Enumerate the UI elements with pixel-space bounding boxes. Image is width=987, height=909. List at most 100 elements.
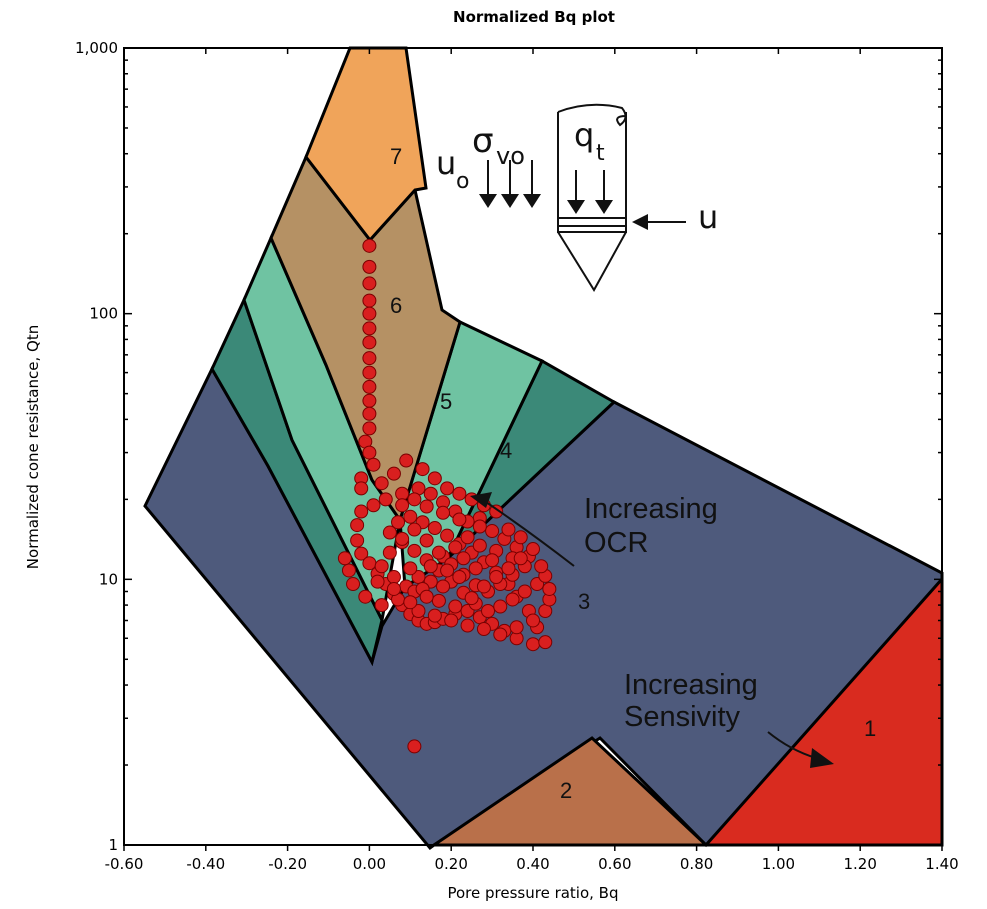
data-point: [337, 551, 352, 566]
x-axis: -0.60 -0.40 -0.20 0.00 0.20 0.40 0.60 0.80 1.00 1…: [105, 48, 959, 873]
data-point: [362, 421, 377, 436]
data-point: [460, 618, 475, 633]
data-point: [407, 739, 422, 754]
x-tick-label: 0.00: [353, 855, 386, 873]
data-point: [476, 579, 491, 594]
data-point: [493, 627, 508, 642]
increasing-ocr-line1: Increasing: [584, 493, 718, 525]
u-symbol: u: [698, 198, 718, 236]
x-tick-label: -0.60: [105, 855, 144, 873]
data-point: [481, 603, 496, 618]
data-point: [513, 551, 528, 566]
chart-title: Normalized Bq plot: [453, 8, 615, 26]
cone-body: [557, 112, 627, 233]
data-point: [526, 637, 540, 652]
data-point: [501, 522, 516, 537]
x-tick-label: 0.40: [516, 855, 549, 873]
data-point: [382, 525, 397, 540]
y-tick-label: 10: [99, 570, 118, 588]
data-point: [505, 592, 520, 607]
data-point: [460, 530, 475, 545]
data-point: [391, 515, 406, 530]
ocr-arrowhead: [470, 492, 492, 508]
data-point: [436, 579, 451, 594]
data-point: [493, 599, 508, 614]
data-point: [538, 603, 553, 618]
y-axis: 1 10 100 1,000: [75, 39, 942, 854]
data-point: [517, 584, 532, 599]
data-point: [431, 545, 446, 560]
data-point: [489, 504, 504, 519]
zone-labels: 7 6 5 4 3 2 1: [390, 144, 876, 803]
data-point: [526, 613, 540, 628]
zone-5-label: 5: [440, 389, 452, 414]
x-tick-label: -0.40: [186, 855, 225, 873]
data-point: [362, 276, 377, 291]
data-point: [423, 486, 438, 501]
x-tick-label: 0.80: [680, 855, 713, 873]
data-point: [448, 599, 463, 614]
data-point: [419, 589, 434, 604]
data-point: [386, 466, 401, 481]
data-point: [452, 486, 467, 501]
data-point: [419, 533, 434, 548]
data-point: [407, 492, 422, 507]
data-point: [366, 457, 381, 472]
sigma-arrows: [479, 160, 541, 208]
data-point: [350, 533, 365, 548]
data-point: [382, 545, 397, 560]
data-point: [362, 238, 377, 253]
data-point: [362, 445, 377, 460]
increasing-sensitivity-line1: Increasing: [624, 669, 758, 701]
data-point: [501, 561, 516, 576]
data-point: [427, 608, 442, 623]
x-tick-label: 1.40: [925, 855, 958, 873]
y-tick-label: 100: [89, 305, 118, 323]
data-point: [403, 561, 418, 576]
data-point: [362, 306, 377, 321]
sigma-symbol: σ: [472, 121, 494, 161]
sensitivity-arrowhead: [810, 748, 834, 768]
data-point: [509, 620, 524, 635]
data-point: [354, 546, 369, 561]
data-point: [427, 471, 442, 486]
qt-symbol: q: [574, 116, 594, 154]
data-point: [423, 559, 438, 574]
data-point: [440, 528, 455, 543]
data-point: [534, 559, 549, 574]
data-point: [362, 393, 377, 408]
data-point: [485, 553, 500, 568]
data-point: [411, 603, 426, 618]
zone-3-label: 3: [578, 589, 590, 614]
data-point: [427, 521, 442, 536]
data-point: [386, 581, 401, 596]
x-tick-label: 1.00: [762, 855, 795, 873]
data-points: [337, 238, 557, 754]
zone-4-label: 4: [500, 438, 512, 463]
data-point: [526, 542, 540, 557]
data-point: [399, 453, 414, 468]
zone-7-label: 7: [390, 144, 402, 169]
data-point: [476, 622, 491, 637]
qt-arrows: [567, 170, 613, 214]
u0-subscript: o: [456, 169, 469, 194]
data-point: [456, 551, 471, 566]
ocr-annotation: Increasing OCR: [470, 492, 718, 567]
increasing-ocr-line2: OCR: [584, 527, 648, 559]
data-point: [431, 593, 446, 608]
x-tick-label: 0.20: [434, 855, 467, 873]
data-point: [415, 462, 430, 477]
data-point: [468, 561, 483, 576]
x-tick-label: -0.20: [268, 855, 307, 873]
data-point: [362, 365, 377, 380]
u0-symbol: u: [436, 144, 456, 182]
data-point: [542, 581, 557, 596]
data-point: [395, 498, 410, 513]
data-point: [362, 351, 377, 366]
data-point: [386, 570, 401, 585]
data-point: [374, 598, 389, 613]
zone-1-label: 1: [864, 716, 876, 741]
data-point: [538, 635, 553, 650]
data-point: [374, 476, 389, 491]
data-point: [403, 595, 418, 610]
